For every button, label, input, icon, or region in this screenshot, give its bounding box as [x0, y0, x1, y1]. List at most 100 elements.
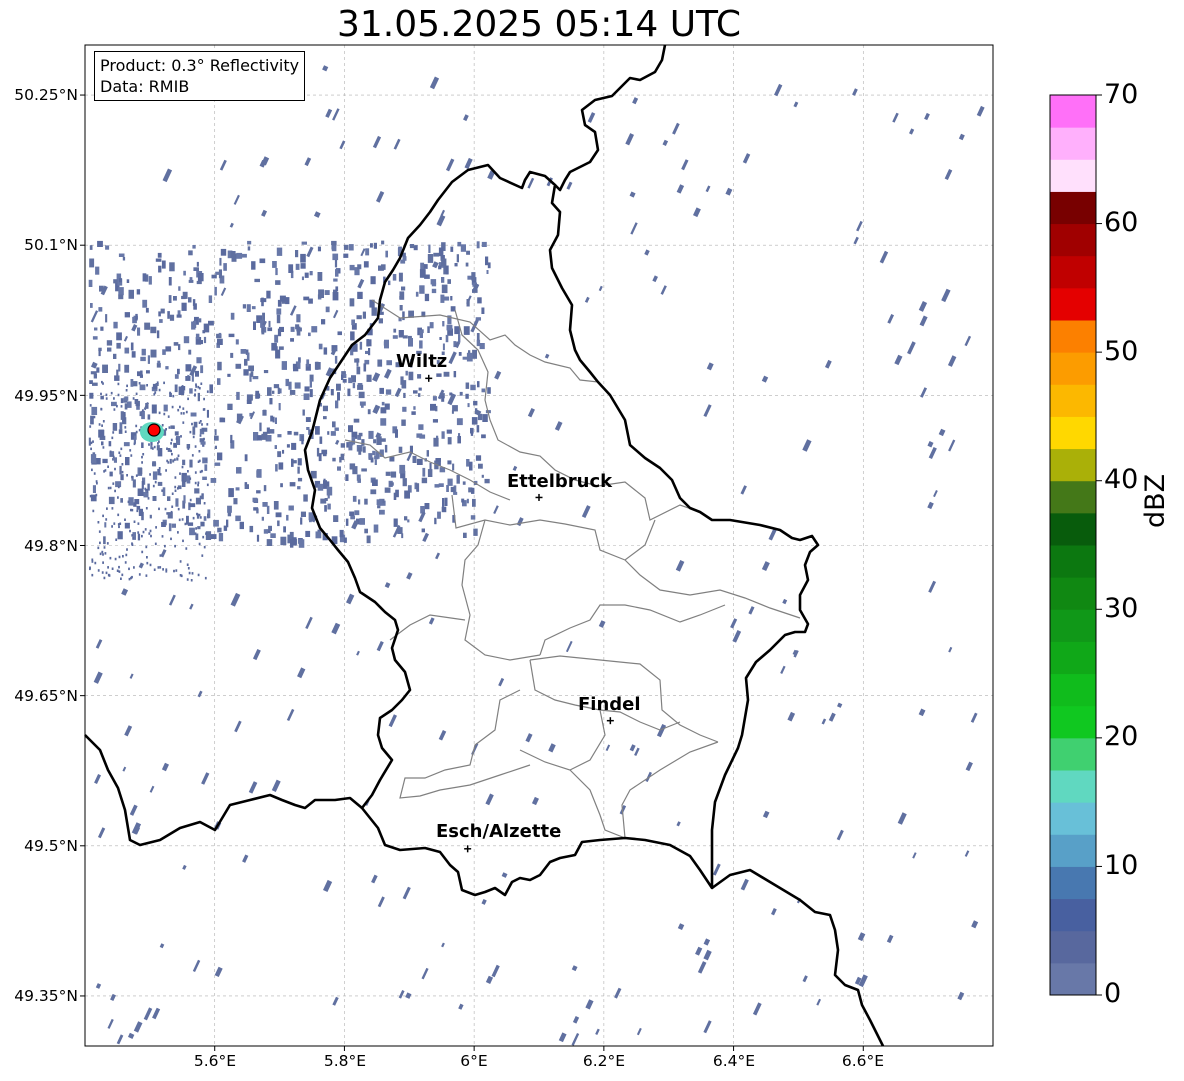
echo-pixel — [397, 527, 403, 534]
echo-pixel — [166, 512, 169, 515]
echo-pixel — [98, 350, 101, 357]
echo-pixel — [335, 439, 340, 445]
echo-pixel — [100, 407, 103, 411]
echo-pixel — [486, 270, 489, 274]
echo-pixel — [129, 529, 131, 533]
echo-pixel — [402, 311, 405, 321]
echo-pixel — [322, 65, 329, 72]
echo-pixel — [289, 305, 297, 316]
echo-pixel — [244, 482, 248, 486]
echo-pixel — [462, 481, 466, 485]
echo-pixel — [409, 244, 415, 249]
echo-pixel — [106, 507, 108, 510]
echo-pixel — [450, 246, 454, 252]
echo-pixel — [267, 387, 272, 396]
echo-pixel — [408, 310, 414, 318]
echo-pixel — [333, 515, 339, 522]
echo-pixel — [157, 468, 161, 476]
echo-pixel — [135, 313, 138, 321]
echo-pixel — [107, 486, 110, 490]
echo-pixel — [158, 265, 162, 273]
echo-pixel — [146, 556, 148, 559]
echo-pixel — [106, 340, 113, 346]
echo-pixel — [331, 244, 337, 252]
radar-site — [147, 423, 161, 437]
echo-pixel — [346, 442, 351, 448]
echo-pixel — [357, 384, 364, 390]
echo-pixel — [272, 416, 275, 423]
echo-pixel — [348, 377, 353, 384]
echo-pixel — [161, 489, 164, 492]
echo-pixel — [462, 356, 468, 360]
echo-pixel — [186, 563, 189, 566]
echo-pixel — [172, 394, 175, 398]
echo-pixel — [373, 439, 377, 444]
echo-pixel — [289, 531, 294, 540]
echo-pixel — [308, 332, 311, 337]
echo-pixel — [362, 446, 366, 453]
echo-pixel — [145, 274, 149, 282]
echo-pixel — [854, 976, 862, 985]
echo-pixel — [466, 250, 470, 255]
echo-pixel — [410, 359, 413, 368]
echo-pixel — [138, 382, 141, 385]
echo-pixel — [279, 326, 284, 332]
echo-pixel — [327, 431, 330, 435]
echo-pixel — [725, 187, 733, 196]
echo-pixel — [705, 185, 711, 193]
echo-pixel — [388, 280, 391, 286]
echo-pixel — [112, 423, 118, 431]
echo-pixel — [400, 376, 404, 385]
echo-pixel — [192, 426, 196, 435]
echo-pixel — [367, 409, 371, 415]
echo-pixel — [122, 257, 126, 261]
echo-pixel — [401, 419, 406, 426]
echo-pixel — [186, 475, 191, 484]
echo-pixel — [399, 291, 405, 300]
echo-pixel — [197, 385, 200, 389]
echo-pixel — [352, 466, 358, 475]
echo-pixel — [782, 598, 788, 605]
echo-pixel — [147, 355, 150, 364]
echo-pixel — [909, 128, 915, 135]
echo-pixel — [141, 534, 143, 538]
echo-pixel — [475, 409, 482, 416]
echo-pixel — [92, 336, 98, 340]
echo-pixel — [150, 326, 157, 334]
echo-pixel — [469, 461, 473, 471]
echo-pixel — [111, 401, 117, 407]
echo-pixel — [924, 112, 930, 121]
echo-pixel — [161, 762, 169, 772]
echo-pixel — [182, 421, 185, 424]
echo-pixel — [423, 264, 428, 269]
y-tick-label: 50.25°N — [14, 86, 78, 104]
x-tick-label: 6.2°E — [582, 1052, 626, 1070]
echo-pixel — [377, 896, 385, 908]
echo-pixel — [894, 354, 903, 366]
colorbar-segment — [1050, 416, 1096, 450]
echo-pixel — [242, 854, 249, 863]
echo-pixel — [104, 552, 107, 555]
echo-pixel — [381, 240, 385, 245]
echo-pixel — [315, 531, 322, 539]
country-border-north — [554, 44, 667, 192]
echo-pixel — [271, 342, 277, 351]
echo-pixel — [95, 639, 103, 649]
echo-pixel — [105, 518, 108, 521]
echo-pixel — [118, 294, 124, 300]
echo-pixel — [470, 515, 476, 520]
echo-pixel — [384, 339, 389, 349]
country-border-luxembourg — [303, 163, 820, 897]
echo-pixel — [634, 747, 640, 756]
echo-pixel — [144, 322, 151, 330]
echo-pixel — [99, 541, 101, 545]
echo-pixel — [145, 488, 148, 492]
echo-pixel — [91, 416, 94, 420]
echo-pixel — [249, 373, 252, 382]
echo-pixel — [252, 649, 261, 661]
echo-pixel — [171, 452, 173, 456]
echo-pixel — [197, 460, 200, 463]
echo-pixel — [148, 276, 152, 285]
echo-pixel — [182, 412, 185, 415]
echo-pixel — [358, 432, 363, 437]
